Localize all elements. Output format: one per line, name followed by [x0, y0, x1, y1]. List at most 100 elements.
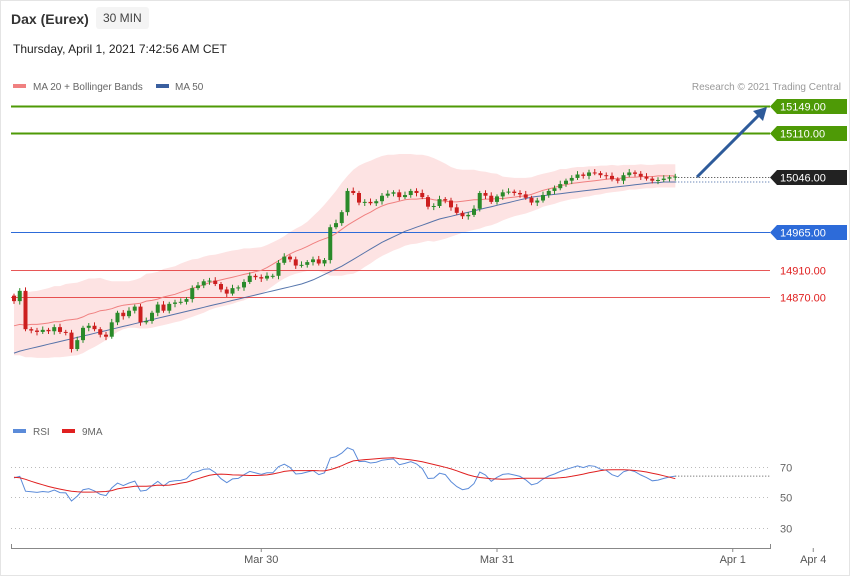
candle-body	[155, 304, 160, 313]
candle-body	[529, 197, 534, 203]
candle-body	[587, 172, 591, 176]
rsi-panel: 70 50 30	[11, 447, 792, 536]
instrument-title: Dax (Eurex)	[11, 11, 89, 27]
candle-body	[368, 201, 373, 204]
candle-body	[86, 325, 91, 328]
moving-averages	[13, 175, 770, 354]
candle-body	[138, 306, 143, 323]
candle-body	[305, 262, 310, 265]
level-label-text: 15149.00	[780, 102, 826, 114]
candle-body	[426, 197, 430, 207]
time-axis-label: Mar 31	[480, 554, 514, 566]
candle-body	[265, 275, 269, 279]
level-labels: 15149.00 15110.00 15046.00 14965.00 14910.00…	[770, 99, 847, 305]
level-label-text: 15046.00	[780, 173, 826, 185]
candle-body	[661, 178, 666, 180]
candle-body	[132, 306, 137, 311]
candle-body	[58, 327, 62, 332]
rsi-ma-legend-label: 9MA	[82, 427, 103, 438]
candle-body	[466, 214, 471, 217]
candle-body	[35, 330, 39, 332]
rsi-tick-label: 30	[780, 524, 792, 536]
candle-body	[328, 227, 333, 261]
candle-body	[219, 284, 223, 290]
candle-body	[592, 172, 597, 174]
bollinger-band	[14, 154, 676, 358]
candle-body	[178, 301, 183, 303]
chart-datetime: Thursday, April 1, 2021 7:42:56 AM CET	[13, 42, 227, 56]
candle-body	[201, 281, 206, 286]
time-axis: Mar 30 Mar 31 Apr 1 Apr 4	[11, 544, 826, 566]
level-label-text: 14910.00	[780, 266, 826, 278]
candle-body	[541, 195, 545, 201]
candle-body	[380, 195, 384, 202]
candle-body	[673, 176, 678, 178]
ma20-line	[13, 175, 676, 327]
candle-body	[311, 259, 315, 263]
candle-body	[357, 192, 361, 203]
candle-body	[638, 173, 643, 177]
candle-body	[98, 329, 103, 335]
candle-body	[391, 192, 396, 194]
candle-body	[374, 201, 379, 204]
candle-body	[615, 179, 620, 181]
candle-body	[414, 190, 419, 193]
candle-body	[604, 175, 609, 177]
candle-body	[115, 312, 120, 323]
candle-body	[575, 174, 580, 178]
candle-body	[477, 192, 482, 209]
rsi-legend-swatch	[13, 429, 26, 433]
candle-body	[518, 192, 522, 195]
candle-body	[558, 184, 563, 189]
candle-body	[46, 329, 51, 332]
candle-body	[644, 176, 649, 179]
candle-body	[656, 179, 660, 181]
rsi-tick-label: 70	[780, 463, 792, 475]
candle-body	[104, 334, 108, 337]
candle-body	[29, 329, 34, 331]
candle-body	[316, 259, 321, 264]
forecast-arrow-head	[753, 107, 767, 121]
candle-body	[236, 287, 241, 289]
candle-body	[483, 192, 488, 196]
candle-body	[242, 281, 246, 288]
level-label-text: 14965.00	[780, 228, 826, 240]
candle-body	[546, 190, 551, 196]
candle-body	[437, 199, 442, 206]
candle-body	[17, 290, 22, 302]
level-lines	[11, 105, 770, 298]
candle-body	[362, 201, 367, 203]
ma20-legend-label: MA 20 + Bollinger Bands	[33, 82, 143, 93]
candle-body	[552, 188, 557, 191]
bollinger-band-area	[14, 154, 676, 358]
level-label-box	[770, 126, 847, 141]
candles	[12, 169, 678, 353]
rsi-tick-label: 50	[780, 493, 792, 505]
candle-body	[385, 193, 390, 196]
candle-body	[472, 208, 476, 215]
candle-body	[282, 256, 287, 263]
candle-body	[173, 302, 177, 304]
candle-body	[81, 327, 85, 341]
candle-body	[523, 194, 528, 198]
candle-body	[167, 303, 172, 311]
candle-body	[75, 340, 80, 350]
candle-body	[500, 192, 505, 197]
candle-body	[109, 322, 114, 337]
ma50-legend-label: MA 50	[175, 82, 204, 93]
candle-body	[569, 177, 574, 181]
candle-body	[288, 256, 292, 260]
level-label-text: 15110.00	[780, 129, 825, 141]
candle-body	[489, 195, 494, 202]
copyright-text: Research © 2021 Trading Central	[692, 82, 841, 93]
candle-body	[598, 173, 603, 176]
time-axis-label: Apr 1	[720, 554, 746, 566]
candle-body	[230, 288, 235, 294]
candle-body	[495, 196, 499, 202]
candle-body	[196, 285, 200, 289]
level-label-text: 14870.00	[780, 293, 826, 305]
timeframe-badge[interactable]: 30 MIN	[96, 7, 149, 29]
candle-body	[564, 180, 568, 185]
candle-body	[92, 325, 97, 330]
